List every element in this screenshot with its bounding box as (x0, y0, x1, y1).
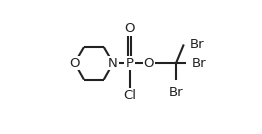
Text: N: N (108, 57, 118, 70)
Text: Br: Br (169, 86, 183, 99)
Text: Cl: Cl (123, 89, 136, 102)
Text: Br: Br (191, 57, 206, 70)
Text: Br: Br (189, 38, 204, 51)
Text: P: P (126, 57, 134, 70)
Text: O: O (124, 22, 135, 35)
Text: O: O (144, 57, 154, 70)
Text: O: O (69, 57, 80, 70)
